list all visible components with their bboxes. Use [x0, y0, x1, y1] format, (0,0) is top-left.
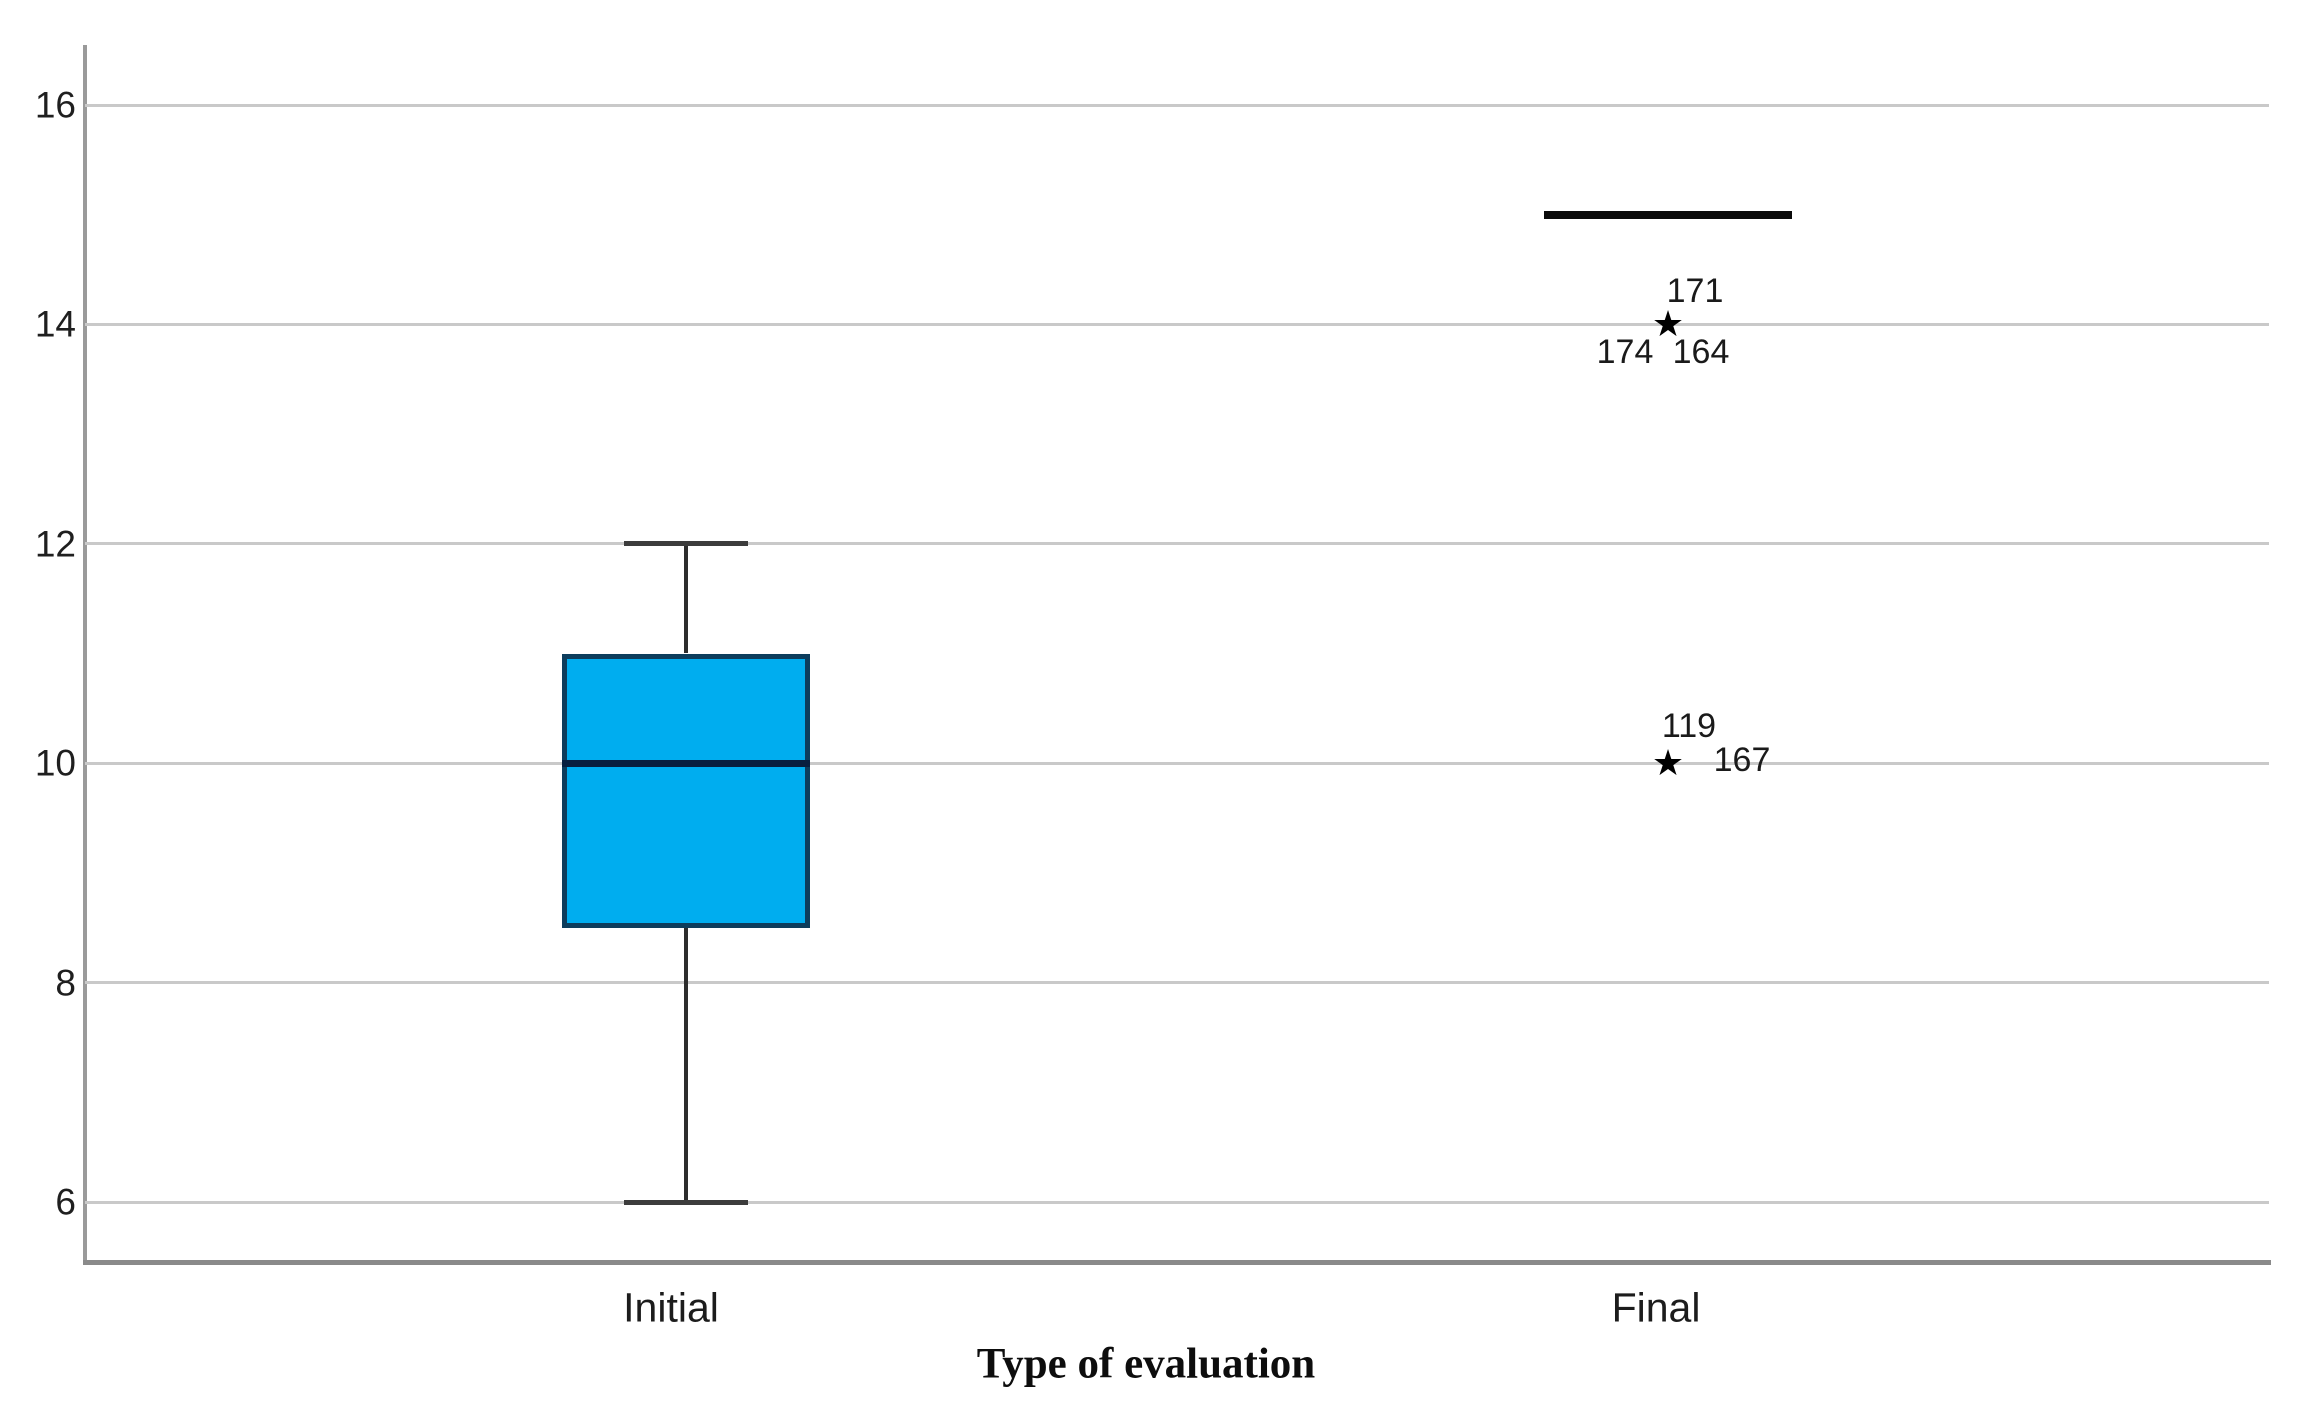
star-outlier-marker: ★: [1651, 742, 1685, 784]
y-tick-label-16: 16: [34, 84, 76, 126]
gridline-14: [85, 322, 2269, 326]
upper-whisker-cap: [624, 541, 748, 547]
x-category-label-initial: Initial: [623, 1284, 719, 1331]
x-axis-line: [83, 1260, 2271, 1265]
outlier-case-label: 171: [1666, 272, 1724, 311]
outlier-case-label: 119: [1661, 707, 1717, 746]
x-axis-title: Type of evaluation: [976, 1340, 1316, 1388]
y-tick-label-8: 8: [55, 962, 76, 1004]
gridline-12: [85, 542, 2269, 546]
outlier-case-label: 167: [1713, 741, 1771, 780]
outlier-case-label: 164: [1672, 333, 1730, 372]
y-tick-label-10: 10: [34, 742, 76, 784]
gridline-10: [85, 761, 2269, 765]
y-tick-label-6: 6: [55, 1181, 76, 1223]
outlier-case-label: 174: [1596, 333, 1654, 372]
iqr-box-initial: [562, 653, 810, 928]
y-axis-line: [83, 45, 87, 1264]
y-tick-label-14: 14: [34, 303, 76, 345]
median-line-initial: [562, 759, 810, 767]
lower-whisker-cap: [624, 1199, 748, 1205]
gridline-16: [85, 103, 2269, 107]
star-outlier-marker: ★: [1651, 303, 1685, 345]
y-tick-label-12: 12: [34, 523, 76, 565]
lower-whisker-line: [684, 927, 688, 1202]
x-category-label-final: Final: [1611, 1284, 1701, 1331]
gridline-6: [85, 1200, 2269, 1204]
collapsed-box-final: [1544, 210, 1792, 219]
upper-whisker-line: [684, 543, 688, 654]
gridline-8: [85, 981, 2269, 985]
